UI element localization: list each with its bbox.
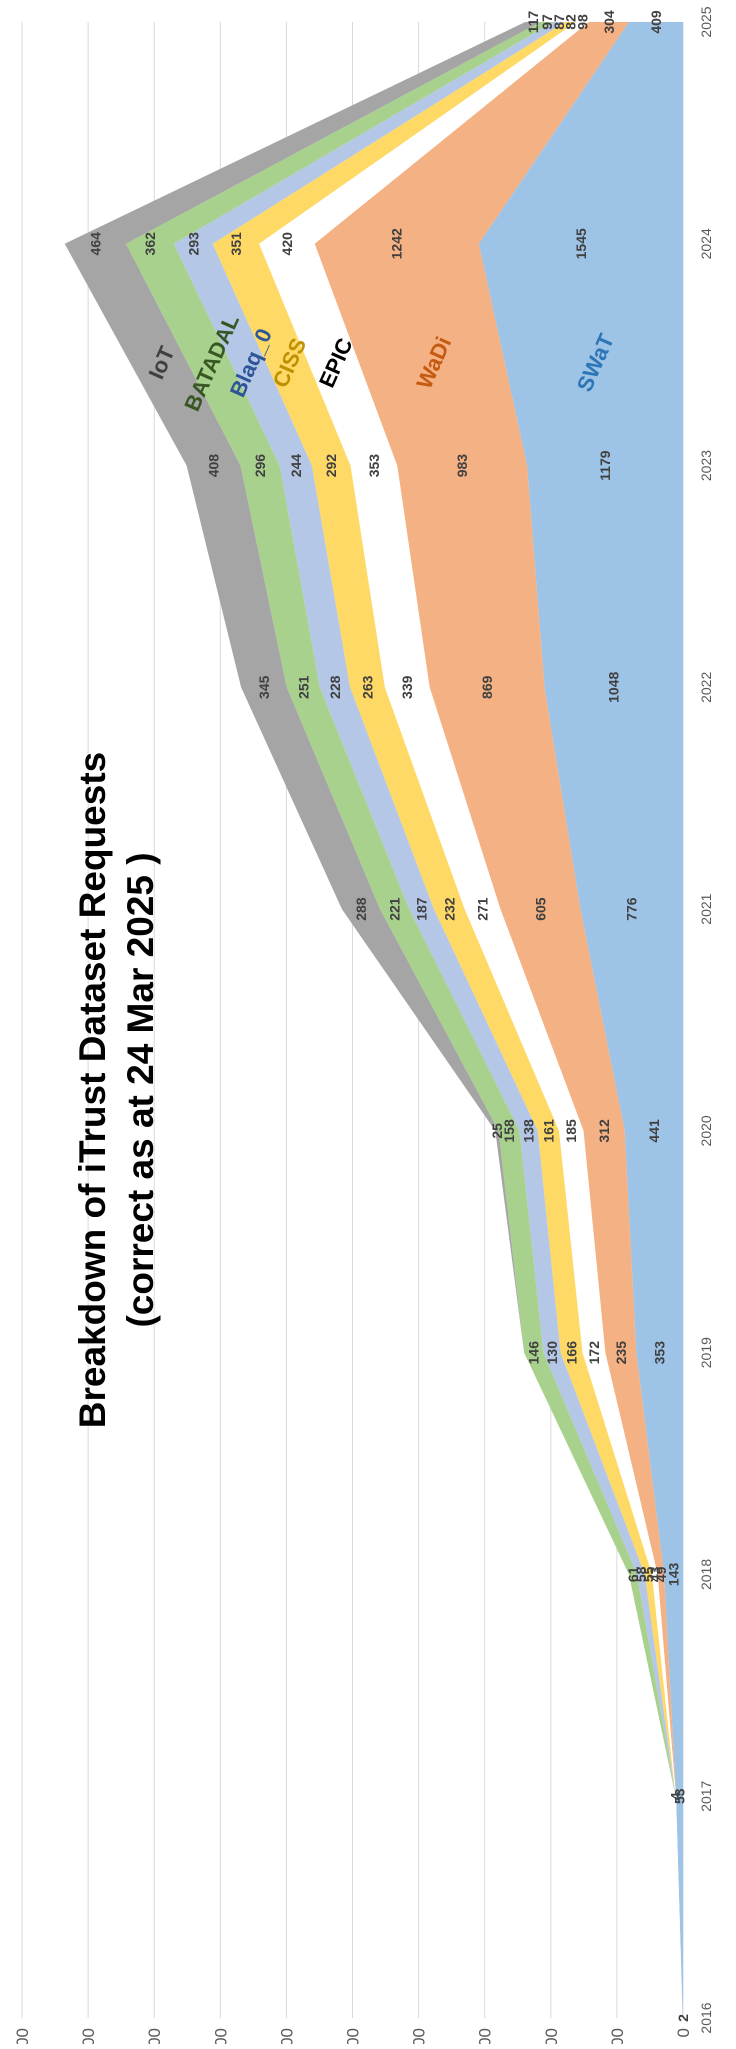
data-label-wadi-2023: 983 (454, 454, 470, 478)
data-label-epic-2017: 4 (668, 1792, 684, 1800)
y-tick-label-5000: 5000 (13, 2028, 32, 2044)
area-series (64, 22, 683, 2018)
x-tick-label-2018: 2018 (698, 1559, 714, 1590)
x-tick-label-2016: 2016 (698, 2002, 714, 2033)
data-label-blaq-0-2019: 130 (544, 1341, 560, 1365)
data-labels: 2 53 143 353 441 776 1048 1179 1545 409 49 235 312 60… (87, 10, 691, 2022)
y-tick-label-500: 500 (608, 2028, 627, 2044)
data-label-iot-2025: 117 (525, 10, 541, 33)
data-label-batadal-2022: 251 (295, 675, 311, 699)
data-label-epic-2018: 43 (647, 1566, 663, 1582)
data-label-wadi-2021: 605 (532, 897, 548, 921)
y-tick-label-3500: 3500 (211, 2028, 230, 2044)
data-label-iot-2024: 464 (87, 232, 103, 256)
area-epic (259, 22, 683, 2018)
x-tick-label-2025: 2025 (698, 6, 714, 37)
x-tick-label-2023: 2023 (698, 450, 714, 481)
data-label-iot-2020: 25 (489, 1123, 505, 1139)
data-label-wadi-2018: 49 (653, 1566, 669, 1582)
area-blaq-0 (173, 22, 683, 2018)
x-tick-label-2024: 2024 (698, 228, 714, 259)
data-label-batadal-2024: 362 (142, 232, 158, 256)
y-tick-label-1500: 1500 (476, 2028, 495, 2044)
x-tick-label-2017: 2017 (698, 1780, 714, 1811)
data-label-swat-2024: 1545 (573, 228, 589, 259)
data-label-batadal-2019: 146 (526, 1341, 542, 1365)
data-label-swat-2021: 776 (624, 897, 640, 921)
data-label-ciss-2025: 82 (562, 14, 578, 30)
data-label-batadal-2020: 158 (501, 1119, 517, 1143)
data-label-swat-2020: 441 (646, 1119, 662, 1143)
area-batadal (126, 22, 683, 2018)
x-tick-label-2019: 2019 (698, 1337, 714, 1368)
data-label-swat-2025: 409 (648, 10, 664, 34)
data-label-ciss-2023: 292 (323, 454, 339, 478)
data-label-iot-2022: 345 (256, 675, 272, 699)
data-label-ciss-2024: 351 (228, 232, 244, 256)
data-label-blaq-0-2023: 244 (288, 454, 304, 478)
y-tick-label-3000: 3000 (277, 2028, 296, 2044)
chart-subtitle: (correct as at 24 Mar 2025 ) (120, 852, 161, 1327)
x-tick-label-2020: 2020 (698, 1115, 714, 1146)
x-tick-label-2021: 2021 (698, 893, 714, 924)
data-label-batadal-2025: 97 (539, 14, 555, 30)
x-tick-label-2022: 2022 (698, 672, 714, 703)
data-label-batadal-2023: 296 (252, 454, 268, 478)
data-label-iot-2021: 288 (353, 897, 369, 921)
data-label-epic-2022: 339 (399, 675, 415, 699)
data-label-blaq-0-2020: 138 (521, 1119, 537, 1143)
data-label-epic-2023: 353 (366, 454, 382, 478)
y-tick-label-4000: 4000 (145, 2028, 164, 2044)
data-label-epic-2025: 98 (574, 14, 590, 30)
data-label-swat-2016: 2 (675, 2014, 691, 2022)
data-label-epic-2019: 172 (586, 1341, 602, 1365)
data-label-epic-2020: 185 (563, 1119, 579, 1143)
data-label-swat-2022: 1048 (606, 672, 622, 703)
data-label-epic-2024: 420 (279, 232, 295, 256)
y-tick-label-0: 0 (674, 2028, 693, 2037)
data-label-wadi-2025: 304 (601, 10, 617, 34)
data-label-ciss-2018: 55 (640, 1566, 656, 1582)
data-label-ciss-2022: 263 (359, 675, 375, 699)
data-label-swat-2017: 53 (672, 1788, 688, 1804)
area-ciss (212, 22, 683, 2018)
area-wadi (314, 22, 683, 2018)
data-label-swat-2019: 353 (652, 1341, 668, 1365)
data-label-iot-2023: 408 (206, 454, 222, 478)
data-label-ciss-2021: 232 (441, 897, 457, 921)
y-tick-label-2000: 2000 (410, 2028, 429, 2044)
data-label-wadi-2019: 235 (613, 1341, 629, 1365)
data-label-ciss-2019: 166 (564, 1341, 580, 1365)
chart-title: Breakdown of iTrust Dataset Requests (72, 752, 113, 1428)
data-label-batadal-2021: 221 (387, 897, 403, 921)
chart-title-group: Breakdown of iTrust Dataset Requests (co… (72, 752, 161, 1428)
y-tick-label-4500: 4500 (79, 2028, 98, 2044)
area-swat (478, 22, 683, 2018)
data-label-epic-2021: 271 (475, 897, 491, 921)
data-label-blaq-0-2024: 293 (185, 232, 201, 256)
area-iot (64, 22, 683, 2018)
y-tick-label-1000: 1000 (542, 2028, 561, 2044)
x-axis-ticks: 2016 2017 2018 2019 2020 2021 2022 2023 2024 2025 (698, 6, 714, 2033)
data-label-blaq-0-2022: 228 (327, 675, 343, 699)
data-label-blaq-0-2021: 187 (414, 897, 430, 921)
data-label-blaq-0-2025: 87 (551, 14, 567, 30)
y-tick-label-2500: 2500 (344, 2028, 363, 2044)
data-label-swat-2023: 1179 (597, 450, 613, 481)
data-label-swat-2018: 143 (666, 1563, 682, 1587)
data-label-ciss-2020: 161 (540, 1119, 556, 1143)
data-label-wadi-2022: 869 (479, 675, 495, 699)
data-label-wadi-2024: 1242 (389, 228, 405, 259)
data-label-wadi-2020: 312 (596, 1119, 612, 1143)
data-label-batadal-2018: 61 (625, 1566, 641, 1582)
data-label-blaq-0-2018: 58 (633, 1566, 649, 1582)
